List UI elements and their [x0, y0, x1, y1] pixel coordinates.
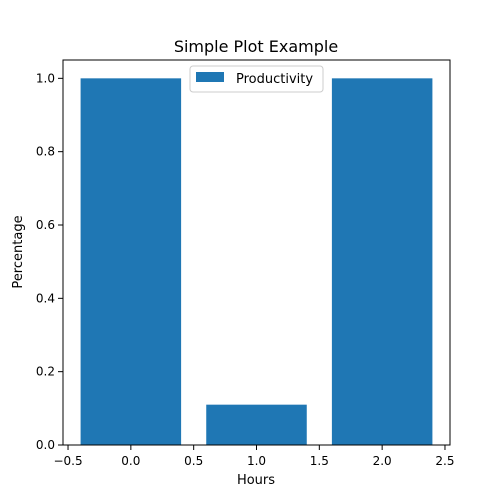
- plot-area: [62, 59, 451, 446]
- x-tick-label: 0.0: [121, 454, 140, 468]
- legend-label: Productivity: [236, 72, 313, 87]
- x-axis-ticks: −0.5 0.0 0.5 1.0 1.5 2.0 2.5: [53, 445, 455, 468]
- y-tick-label: 0.4: [36, 291, 55, 305]
- x-tick-label: 2.5: [435, 454, 454, 468]
- legend: Productivity: [189, 65, 324, 93]
- bar: [331, 78, 433, 445]
- x-tick-label: 1.5: [310, 454, 329, 468]
- x-tick-label: 0.5: [184, 454, 203, 468]
- bar: [206, 404, 307, 445]
- x-tick-label: 1.0: [247, 454, 266, 468]
- legend-swatch: [196, 72, 224, 82]
- x-tick-label: −0.5: [53, 454, 82, 468]
- y-axis-ticks: 0.0 0.2 0.4 0.6 0.8 1.0: [36, 71, 63, 452]
- y-axis-title: Percentage: [11, 215, 26, 288]
- x-tick-label: 2.0: [373, 454, 392, 468]
- y-tick-label: 0.2: [36, 365, 55, 379]
- x-axis-title: Hours: [237, 473, 275, 488]
- y-tick-label: 0.0: [36, 438, 55, 452]
- bar: [80, 78, 182, 445]
- y-tick-label: 1.0: [36, 71, 55, 85]
- chart-title: Simple Plot Example: [174, 37, 338, 56]
- y-tick-label: 0.8: [36, 145, 55, 159]
- bars-layer: [80, 78, 433, 445]
- y-tick-label: 0.6: [36, 218, 55, 232]
